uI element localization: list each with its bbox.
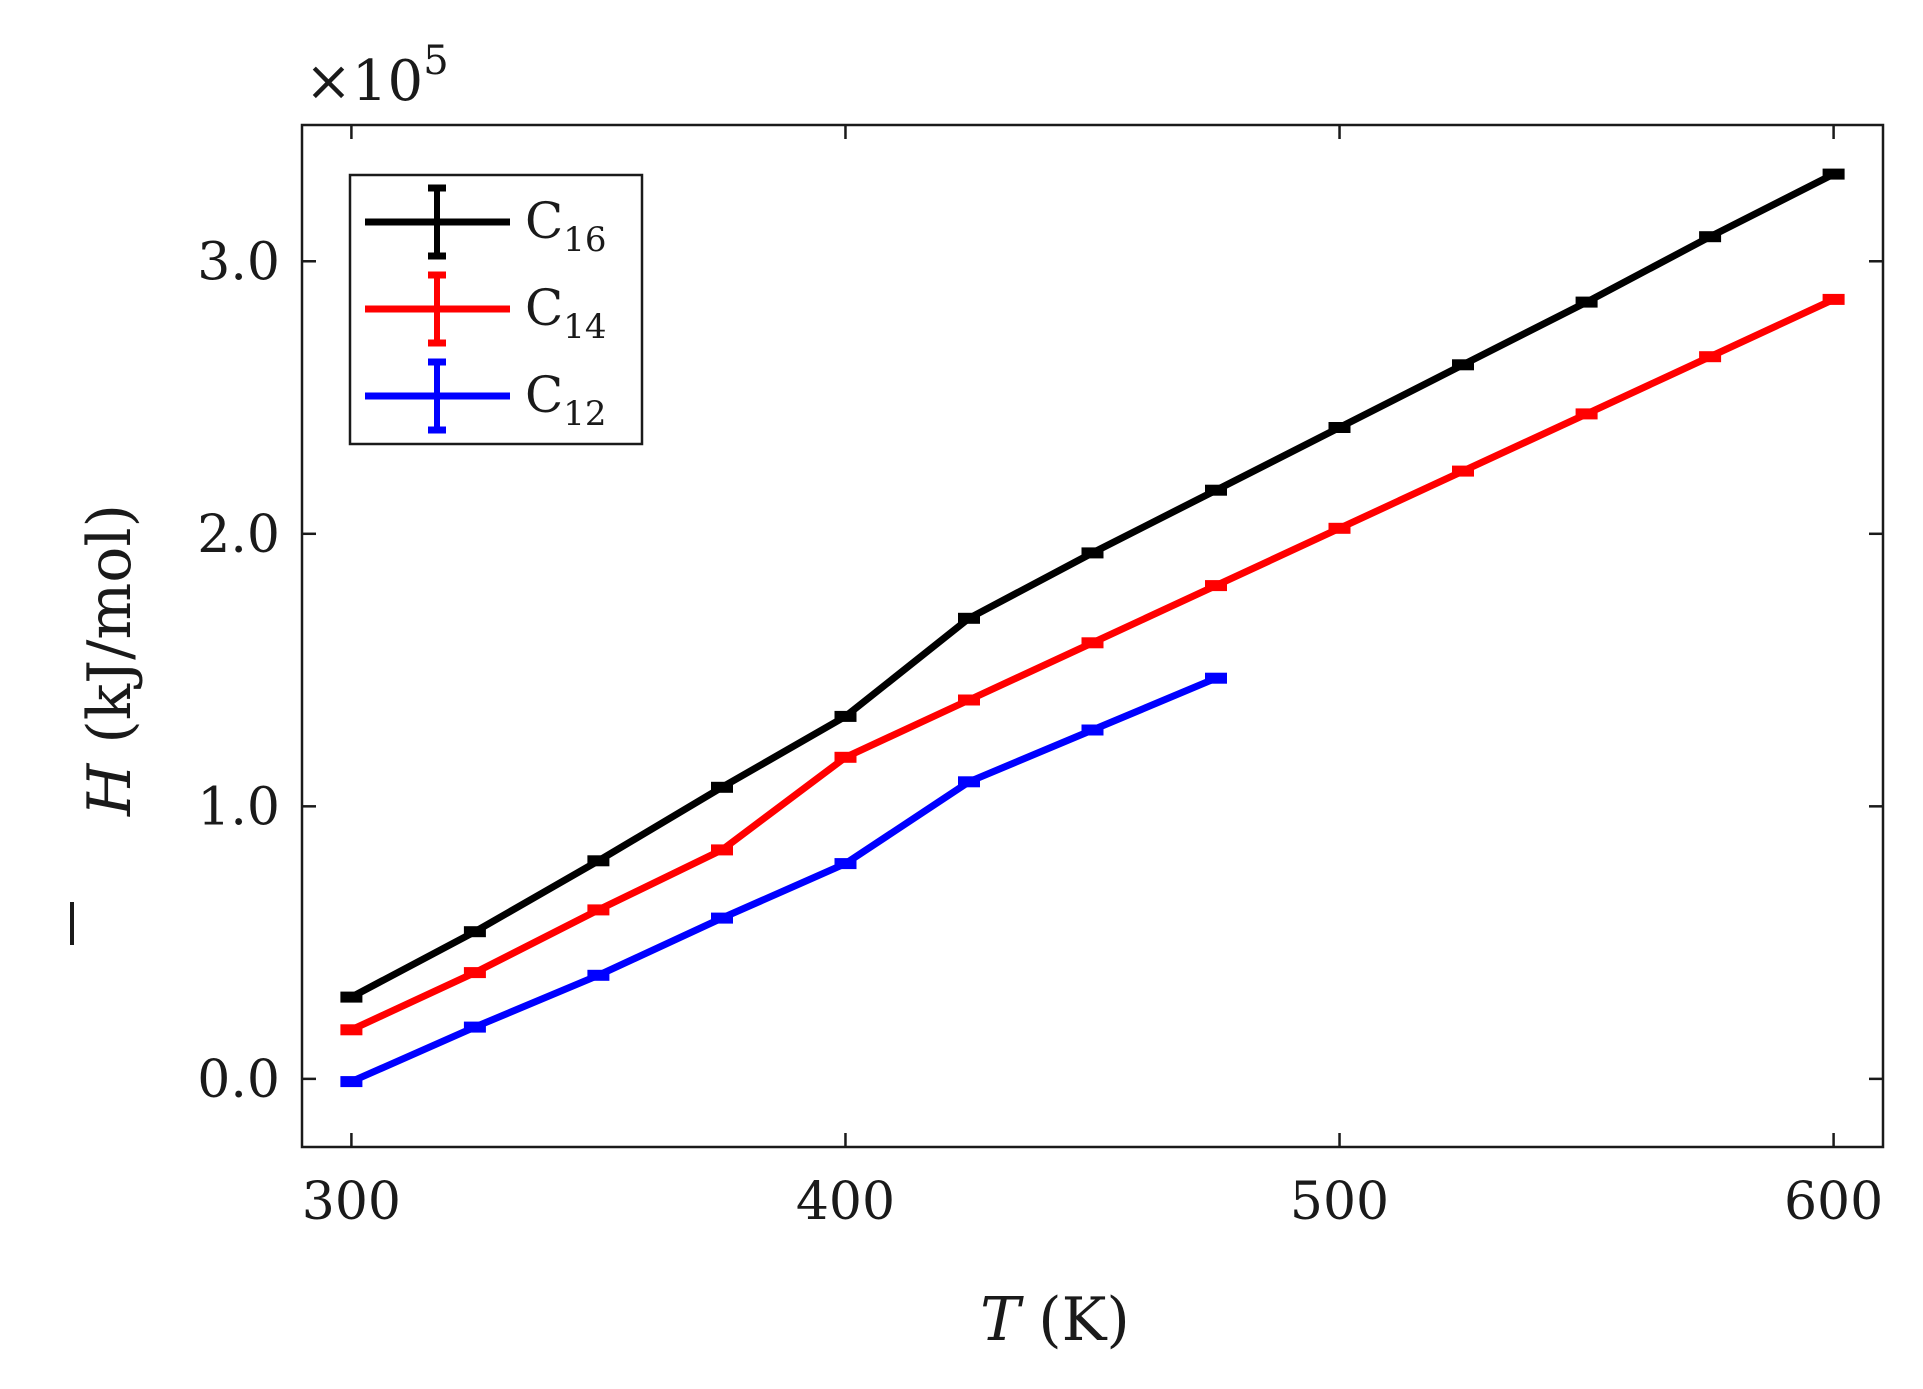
- data-point-c14: [1328, 522, 1351, 534]
- legend-label-c12: C12: [525, 366, 607, 434]
- y-exponent-prefix: ×10: [305, 49, 423, 114]
- x-tick-label: 300: [302, 1172, 401, 1232]
- y-axis-unit: (kJ/mol): [75, 504, 145, 744]
- data-point-c14: [1205, 580, 1227, 592]
- data-point-c16: [711, 781, 733, 793]
- x-axis-unit: (K): [1038, 1285, 1130, 1355]
- y-exponent-label: ×105: [305, 38, 449, 114]
- y-tick-label: 2.0: [197, 505, 280, 565]
- legend-label-c16: C16: [525, 192, 607, 260]
- data-point-c12: [340, 1076, 363, 1088]
- data-point-c14: [340, 1024, 363, 1036]
- data-point-c14: [1699, 351, 1722, 363]
- x-tick-label: 600: [1784, 1172, 1883, 1232]
- data-point-c12: [463, 1021, 486, 1033]
- axes-frame: [300, 123, 1885, 1149]
- data-point-c12: [834, 858, 857, 870]
- data-point-c14: [834, 751, 857, 763]
- data-point-c16: [463, 926, 486, 938]
- data-point-c14: [1081, 637, 1104, 649]
- y-tick-label: 0.0: [197, 1050, 280, 1110]
- y-axis-variable: H: [75, 762, 145, 817]
- data-point-c16: [1328, 422, 1351, 433]
- data-point-c14: [1575, 408, 1598, 420]
- data-point-c16: [1822, 168, 1845, 180]
- plot-area: [340, 168, 1845, 1088]
- x-tick-label: 500: [1290, 1172, 1389, 1232]
- series-line-c12: [349, 674, 1218, 1085]
- data-point-c16: [340, 991, 363, 1003]
- legend-entry-c14: C14: [365, 271, 607, 347]
- data-point-c16: [1452, 359, 1474, 371]
- x-axis-variable: T: [980, 1285, 1024, 1355]
- legend: C16 C14 C12: [348, 173, 644, 446]
- legend-entry-c12: C12: [365, 358, 607, 434]
- y-exponent-power: 5: [423, 38, 448, 84]
- x-tick-label: 400: [796, 1172, 895, 1232]
- data-point-c16: [587, 855, 610, 867]
- y-axis-label: H (kJ/mol): [75, 504, 145, 817]
- data-point-c14: [1452, 465, 1474, 477]
- axes: 300 400 500 600 0.0 1.0 2.0 3.0: [197, 123, 1885, 1232]
- y-axis-label-group: H (kJ/mol): [70, 504, 145, 945]
- data-point-c14: [463, 967, 486, 979]
- y-tick-label: 3.0: [197, 232, 280, 292]
- data-point-c12: [1205, 672, 1227, 684]
- data-point-c14: [587, 904, 610, 916]
- data-point-c14: [1822, 293, 1845, 305]
- data-point-c14: [711, 844, 733, 856]
- data-point-c12: [587, 969, 610, 981]
- data-point-c12: [1081, 724, 1104, 736]
- data-point-c16: [1205, 484, 1227, 496]
- legend-label-c14: C14: [525, 279, 607, 347]
- data-point-c12: [958, 776, 980, 788]
- data-point-c14: [958, 694, 980, 706]
- y-tick-label: 1.0: [197, 777, 280, 837]
- x-axis-label: T (K): [980, 1285, 1130, 1355]
- data-point-c16: [1081, 547, 1104, 559]
- legend-entry-c16: C16: [365, 184, 607, 260]
- data-point-c16: [1699, 231, 1722, 243]
- data-point-c12: [711, 912, 733, 924]
- data-point-c16: [834, 710, 857, 722]
- data-point-c16: [1575, 296, 1598, 308]
- data-point-c16: [958, 612, 980, 624]
